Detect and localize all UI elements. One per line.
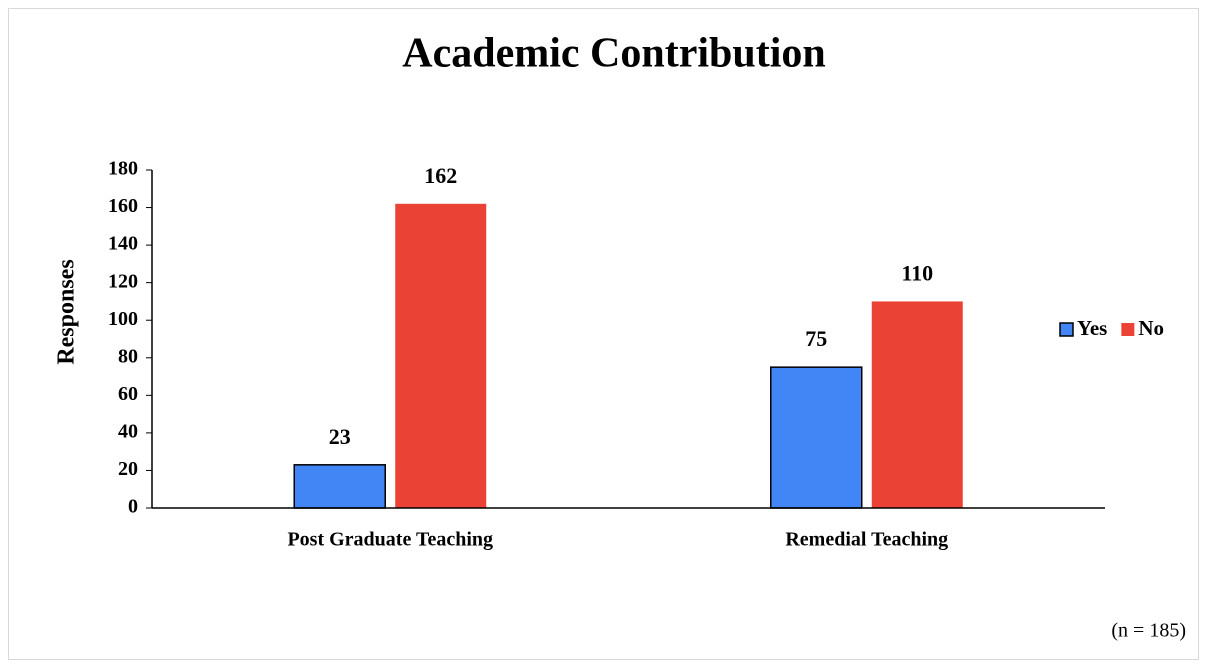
y-tick-label: 140 — [108, 233, 138, 255]
y-axis-label: Responses — [54, 259, 80, 364]
legend-label: Yes — [1077, 316, 1107, 340]
bar — [871, 301, 963, 508]
bar — [395, 203, 487, 509]
y-tick-label: 60 — [118, 383, 138, 405]
legend-swatch — [1059, 322, 1074, 337]
x-tick-label: Remedial Teaching — [785, 529, 948, 551]
y-tick-label: 40 — [118, 420, 138, 442]
y-tick-label: 100 — [108, 308, 138, 330]
data-label: 23 — [329, 424, 351, 449]
x-tick-label: Post Graduate Teaching — [287, 529, 493, 551]
bar — [770, 366, 863, 509]
legend-label: No — [1138, 316, 1164, 340]
y-tick-label: 180 — [108, 158, 138, 180]
data-label: 75 — [805, 326, 827, 351]
data-label: 162 — [424, 163, 457, 188]
data-label: 110 — [901, 260, 933, 285]
chart-title: Academic Contribution — [402, 31, 826, 77]
y-tick-label: 20 — [118, 458, 138, 480]
y-tick-label: 120 — [108, 270, 138, 292]
bar — [293, 464, 386, 509]
chart-border — [8, 8, 1199, 660]
y-tick-label: 0 — [128, 496, 138, 518]
y-tick-label: 160 — [108, 195, 138, 217]
y-tick-label: 80 — [118, 345, 138, 367]
legend-swatch — [1121, 323, 1135, 336]
note: (n = 185) — [1111, 620, 1186, 642]
